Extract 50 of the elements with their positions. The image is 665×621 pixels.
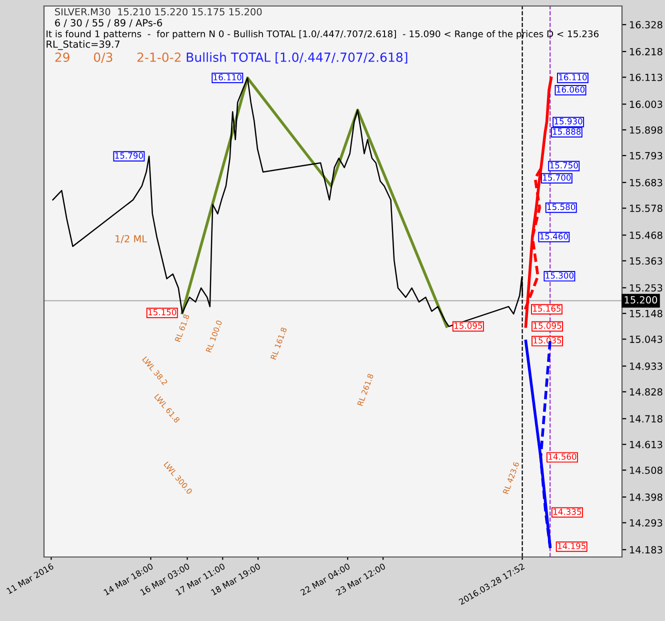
annotation: 29 xyxy=(55,52,70,62)
data-label: 16.060 xyxy=(556,86,585,93)
data-label: 15.165 xyxy=(533,305,561,312)
data-label: 15.888 xyxy=(552,128,581,135)
annotation: 6 / 30 / 55 / 89 / APs-6 xyxy=(55,19,162,28)
y-tick-label: 16.218 xyxy=(630,48,662,56)
y-tick-label: 14.718 xyxy=(630,415,662,423)
data-label: 15.700 xyxy=(543,174,571,181)
data-label: 15.300 xyxy=(546,272,574,279)
data-label: 15.150 xyxy=(148,309,176,316)
y-tick-label: 15.363 xyxy=(630,257,662,265)
annotation: 1/2 ML xyxy=(116,235,148,244)
annotation: RL_Static=39.7 xyxy=(46,40,120,50)
y-tick-label: 14.613 xyxy=(630,440,662,448)
data-label: 14.195 xyxy=(558,542,586,550)
data-label: 15.095 xyxy=(534,322,562,329)
y-tick-label: 14.183 xyxy=(630,546,662,554)
y-tick-label: 14.508 xyxy=(630,466,662,474)
annotation: It is found 1 patterns - for pattern N 0 - Bullish TOTAL [1.0/.447/.707/2.618] - 15.090 < Range of the prices D < 15.236 xyxy=(46,30,599,40)
data-label: 15.790 xyxy=(115,152,143,159)
y-tick-label: 16.003 xyxy=(630,100,662,108)
y-tick-label: 15.468 xyxy=(630,232,662,239)
y-tick-label: 16.113 xyxy=(630,74,662,82)
annotation: 2-1-0-2 xyxy=(137,52,181,62)
y-tick-label: 14.398 xyxy=(630,494,662,501)
y-tick-label: 15.898 xyxy=(630,126,662,134)
data-label: 16.110 xyxy=(214,74,242,80)
data-label: 15.580 xyxy=(547,204,576,210)
data-label: 15.460 xyxy=(540,233,568,240)
y-tick-label: 15.043 xyxy=(630,336,662,343)
data-label: 14.560 xyxy=(548,453,576,460)
y-tick-label: 14.933 xyxy=(630,362,662,370)
y-tick-label: 15.148 xyxy=(630,310,662,318)
y-tick-label: 14.828 xyxy=(630,388,662,396)
data-label: 15.930 xyxy=(554,118,582,124)
y-tick-label: 15.793 xyxy=(630,152,662,160)
y-tick-label: 16.328 xyxy=(630,21,662,28)
data-label: 16.110 xyxy=(559,74,587,80)
y-tick-label: 15.578 xyxy=(630,204,662,212)
annotation: SILVER.M30 15.210 15.220 15.175 15.200 xyxy=(55,8,262,16)
annotation: Bullish TOTAL [1.0/.447/.707/2.618] xyxy=(186,52,408,64)
data-label: 15.095 xyxy=(454,322,482,329)
data-label: 15.035 xyxy=(534,337,562,344)
ref-line-label: 15.200 xyxy=(624,296,658,304)
annotation: 0/3 xyxy=(94,52,112,63)
data-label: 15.750 xyxy=(550,162,578,169)
y-tick-label: 15.683 xyxy=(630,178,662,186)
y-tick-label: 15.253 xyxy=(630,284,662,292)
y-tick-label: 14.293 xyxy=(630,519,662,527)
data-label: 14.335 xyxy=(554,508,582,515)
